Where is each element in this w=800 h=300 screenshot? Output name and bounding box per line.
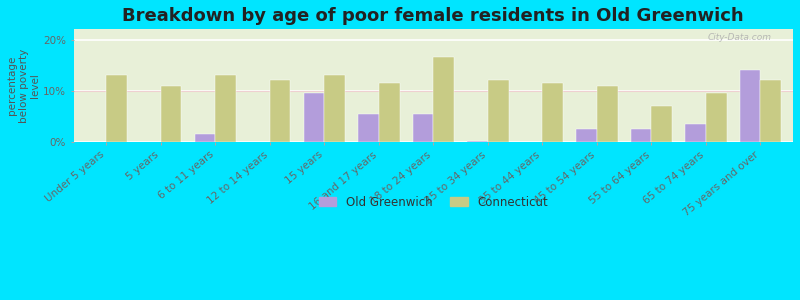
Bar [467,141,488,142]
Bar [740,70,760,142]
Bar [760,80,781,142]
Legend: Old Greenwich, Connecticut: Old Greenwich, Connecticut [315,193,551,212]
Text: City-Data.com: City-Data.com [707,33,771,42]
Title: Breakdown by age of poor female residents in Old Greenwich: Breakdown by age of poor female resident… [122,7,744,25]
Bar [379,83,399,142]
Bar [488,80,509,142]
Bar [651,106,672,142]
Bar [106,75,127,142]
Bar [358,114,379,142]
Bar [303,93,324,142]
Bar [542,83,563,142]
Bar [324,75,345,142]
Y-axis label: percentage
below poverty
level: percentage below poverty level [7,49,40,123]
Bar [413,114,434,142]
Bar [194,134,215,142]
Bar [685,124,706,142]
Bar [597,85,618,142]
Bar [161,85,182,142]
Bar [270,80,290,142]
Bar [630,129,651,142]
Bar [215,75,236,142]
Bar [706,93,726,142]
Bar [576,129,597,142]
Bar [434,57,454,142]
